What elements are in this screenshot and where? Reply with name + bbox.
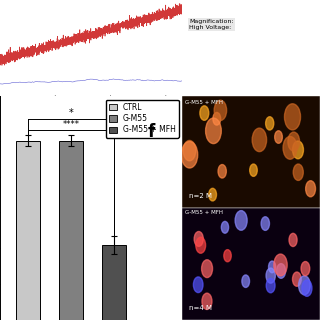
Circle shape (266, 268, 275, 283)
Bar (182, 96, 320, 208)
Circle shape (266, 278, 275, 293)
Circle shape (202, 293, 212, 309)
Circle shape (209, 188, 217, 201)
Text: Time (s): Time (s) (72, 113, 111, 122)
Circle shape (292, 272, 301, 286)
Text: 300: 300 (158, 103, 173, 112)
Text: n=2 M: n=2 M (189, 193, 212, 199)
Circle shape (293, 164, 303, 180)
Circle shape (306, 181, 316, 197)
Bar (59, 141, 83, 320)
Text: G-M55 + MFH: G-M55 + MFH (185, 210, 223, 215)
Circle shape (275, 131, 282, 143)
Circle shape (235, 211, 247, 230)
Circle shape (302, 280, 312, 296)
Circle shape (193, 277, 203, 292)
Text: 200: 200 (103, 103, 118, 112)
Text: ****: **** (62, 120, 79, 129)
Circle shape (288, 132, 300, 151)
Circle shape (283, 136, 297, 159)
Circle shape (194, 231, 203, 246)
Bar (16, 141, 40, 320)
Circle shape (284, 104, 300, 130)
Circle shape (181, 141, 198, 168)
Legend: CTRL, G-M55, G-M55 + MFH: CTRL, G-M55, G-M55 + MFH (106, 100, 179, 138)
Text: f: f (148, 123, 155, 141)
Circle shape (261, 217, 269, 230)
Circle shape (276, 264, 285, 278)
Text: 100: 100 (48, 103, 62, 112)
Circle shape (266, 117, 274, 130)
Circle shape (224, 250, 231, 262)
Circle shape (268, 261, 276, 273)
Circle shape (205, 118, 221, 144)
Circle shape (299, 276, 310, 295)
Circle shape (202, 260, 212, 277)
Text: n=4 M: n=4 M (189, 305, 212, 311)
Circle shape (200, 106, 209, 120)
Circle shape (213, 112, 221, 125)
Bar (102, 245, 125, 320)
Circle shape (301, 261, 310, 276)
Text: G-M55 + MFH: G-M55 + MFH (185, 100, 223, 106)
Circle shape (218, 164, 226, 178)
Circle shape (274, 254, 287, 276)
Circle shape (214, 100, 227, 121)
Circle shape (183, 140, 196, 161)
Circle shape (196, 237, 206, 253)
Text: Magnification:
High Voltage:: Magnification: High Voltage: (189, 19, 234, 30)
Text: *: * (68, 108, 73, 118)
Bar (182, 208, 320, 320)
Circle shape (221, 221, 228, 233)
Circle shape (242, 275, 250, 287)
Circle shape (250, 164, 257, 176)
Circle shape (292, 141, 303, 159)
Circle shape (252, 128, 267, 152)
Circle shape (289, 233, 297, 246)
